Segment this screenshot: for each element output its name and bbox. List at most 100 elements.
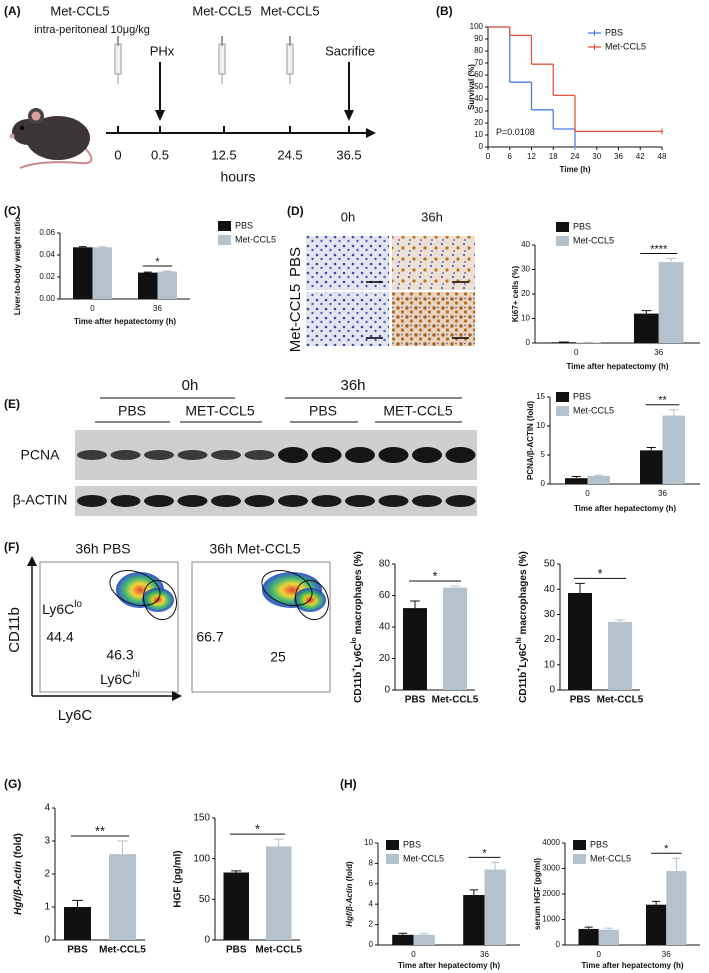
bar (403, 608, 427, 690)
injection-label: Met-CCL5 (260, 3, 319, 18)
legend-swatch (218, 221, 231, 231)
error-bar (594, 474, 604, 476)
bar (463, 895, 485, 945)
bar (92, 247, 112, 299)
band (244, 450, 275, 460)
bar (443, 587, 467, 690)
x-tick-label: 0 (486, 152, 491, 161)
legend-label: Met-CCL5 (590, 853, 631, 863)
y-tick-label: 20 (521, 289, 530, 298)
x-tick-label: Met-CCL5 (99, 945, 146, 956)
band (445, 447, 476, 463)
band (144, 495, 174, 507)
y-axis-title: Survival (%) (467, 64, 476, 110)
x-tick-label: PBS (405, 695, 426, 706)
legend-swatch (556, 406, 569, 416)
legend-label: PBS (573, 391, 591, 401)
band (278, 495, 308, 507)
y-tick-label: 3 (44, 836, 50, 847)
arrow-head (155, 110, 165, 121)
band (345, 495, 375, 507)
y-tick-label: 50 (544, 559, 556, 570)
x-axis-title: Time after hepatectomy (h) (74, 317, 176, 326)
legend-swatch (386, 840, 399, 850)
panel-label: (C) (4, 204, 21, 218)
error-bar (78, 246, 87, 248)
gate (261, 570, 313, 606)
blot (75, 430, 477, 480)
dose-label: intra-peritoneal 10μg/kg (34, 24, 150, 36)
x-tick-label: 48 (658, 152, 667, 161)
band (177, 450, 208, 460)
row-label: Met-CCL5 (287, 284, 304, 352)
gate-value: 46.3 (106, 647, 133, 663)
band (144, 450, 174, 460)
panel-label: (D) (287, 204, 304, 218)
band (311, 447, 342, 463)
error-bar (646, 446, 656, 451)
error-bar (231, 870, 242, 873)
y-tick-label: 70 (474, 58, 483, 67)
band (345, 447, 375, 463)
y-tick-label: 30 (521, 265, 530, 274)
significance-label: **** (650, 243, 668, 255)
y-tick-label: 30 (474, 106, 483, 115)
y-tick-label: 80 (379, 559, 391, 570)
error-bar (490, 861, 500, 870)
syringe (114, 43, 122, 75)
arrow-head (27, 556, 37, 566)
band (378, 447, 409, 463)
x-tick-label: 0 (597, 950, 602, 959)
legend-label: PBS (605, 27, 623, 37)
bar (157, 271, 177, 299)
y-tick-label: 0.04 (39, 250, 55, 259)
column-label: 0h (341, 209, 355, 224)
syringe (286, 43, 294, 75)
panel-label: (H) (340, 777, 357, 791)
plot-title: 36h PBS (75, 541, 130, 557)
error-bar (575, 582, 585, 593)
legend-label: Met-CCL5 (235, 234, 276, 244)
error-bar (410, 600, 420, 609)
significance-label: * (155, 256, 160, 268)
y-tick-label: 10 (521, 314, 530, 323)
y-tick-label: 0 (479, 142, 484, 151)
y-axis-title: HGF (pg/ml) (173, 850, 184, 907)
text-part: Hgf/β-Actin (345, 883, 354, 926)
legend-label: Met-CCL5 (605, 41, 646, 51)
bar (64, 907, 91, 940)
y-tick-label: 50 (199, 894, 211, 905)
drug-label: Met-CCL5 (50, 3, 109, 18)
band (412, 447, 442, 463)
timeline-label: 0 (114, 147, 121, 162)
y-tick-label: 20 (544, 634, 556, 645)
timeline-unit: hours (220, 169, 255, 185)
text-part: (fold) (13, 833, 24, 861)
x-axis-title: Time after hepatectomy (h) (398, 961, 500, 970)
gate (294, 579, 330, 621)
y-tick-label: 0.06 (39, 228, 55, 237)
y-axis-title: Hgf/β-Actin (fold) (13, 833, 24, 915)
panel-label: (B) (436, 4, 453, 18)
text-part: Hgf/β-Actin (13, 861, 24, 915)
y-tick-label: 0 (204, 935, 210, 946)
band (110, 495, 141, 507)
bar (640, 450, 663, 484)
gate-value: 66.7 (196, 629, 223, 645)
x-tick-label: 18 (549, 152, 558, 161)
text-part: macrophages (%) (518, 551, 529, 637)
y-tick-label: 0 (556, 940, 561, 949)
y-tick-label: 5 (541, 450, 546, 459)
y-tick-label: 0 (526, 338, 531, 347)
axis-label: CD11b (6, 607, 23, 653)
axis-label: Ly6C (58, 707, 93, 724)
y-tick-label: 40 (379, 622, 391, 633)
y-tick-label: 60 (379, 590, 391, 601)
band (177, 495, 208, 507)
plot-title: 36h Met-CCL5 (209, 541, 300, 557)
y-tick-label: 8 (369, 859, 374, 868)
text-part: CD11b (518, 672, 529, 703)
text-part: Ly6C (353, 644, 364, 668)
bar (413, 934, 435, 945)
y-tick-label: 2 (44, 869, 50, 880)
